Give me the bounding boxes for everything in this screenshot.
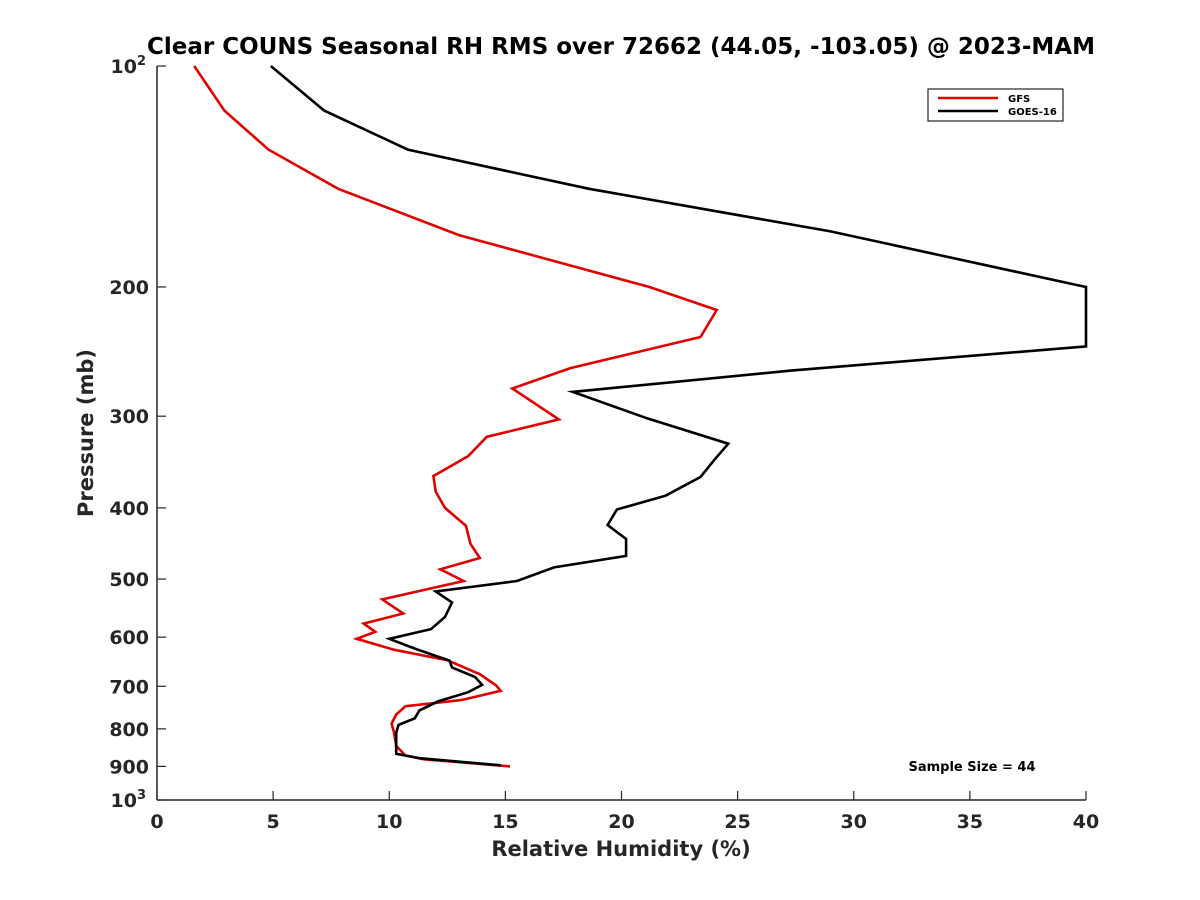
series-line-gfs <box>193 65 719 768</box>
x-tick-label: 15 <box>492 811 518 833</box>
chart-title: Clear COUNS Seasonal RH RMS over 72662 (… <box>147 34 1095 60</box>
y-tick-label: 900 <box>109 756 149 778</box>
x-tick-label: 5 <box>267 811 280 833</box>
y-tick-label: 10 <box>111 56 137 78</box>
axes-frame <box>156 66 1086 801</box>
x-tick-label: 20 <box>608 811 634 833</box>
sample-size-annotation: Sample Size = 44 <box>908 760 1035 775</box>
series-line-goes-16 <box>269 65 1088 767</box>
y-tick-label: 200 <box>109 277 149 299</box>
y-tick-label: 700 <box>109 676 149 698</box>
x-tick-label: 30 <box>841 811 867 833</box>
x-axis-label: Relative Humidity (%) <box>491 837 750 861</box>
x-tick-label: 35 <box>957 811 983 833</box>
y-tick-label: 600 <box>109 627 149 649</box>
y-tick-label: 400 <box>109 498 149 520</box>
x-tick-label: 25 <box>724 811 750 833</box>
y-tick-label: 800 <box>109 719 149 741</box>
y-tick-label: 10 <box>111 790 137 812</box>
legend-label: GFS <box>1008 94 1030 105</box>
x-tick-label: 40 <box>1073 811 1099 833</box>
y-tick-exponent: 2 <box>137 54 146 69</box>
y-tick-label: 500 <box>109 569 149 591</box>
legend-box <box>927 88 1064 122</box>
series-lines <box>193 65 1088 768</box>
y-tick-exponent: 3 <box>137 788 146 803</box>
x-tick-label: 0 <box>150 811 163 833</box>
legend-label: GOES-16 <box>1008 107 1057 118</box>
y-tick-label: 300 <box>109 406 149 428</box>
legend: GFS GOES-16 <box>927 88 1064 122</box>
x-tick-label: 10 <box>376 811 402 833</box>
y-axis-label: Pressure (mb) <box>74 349 98 517</box>
